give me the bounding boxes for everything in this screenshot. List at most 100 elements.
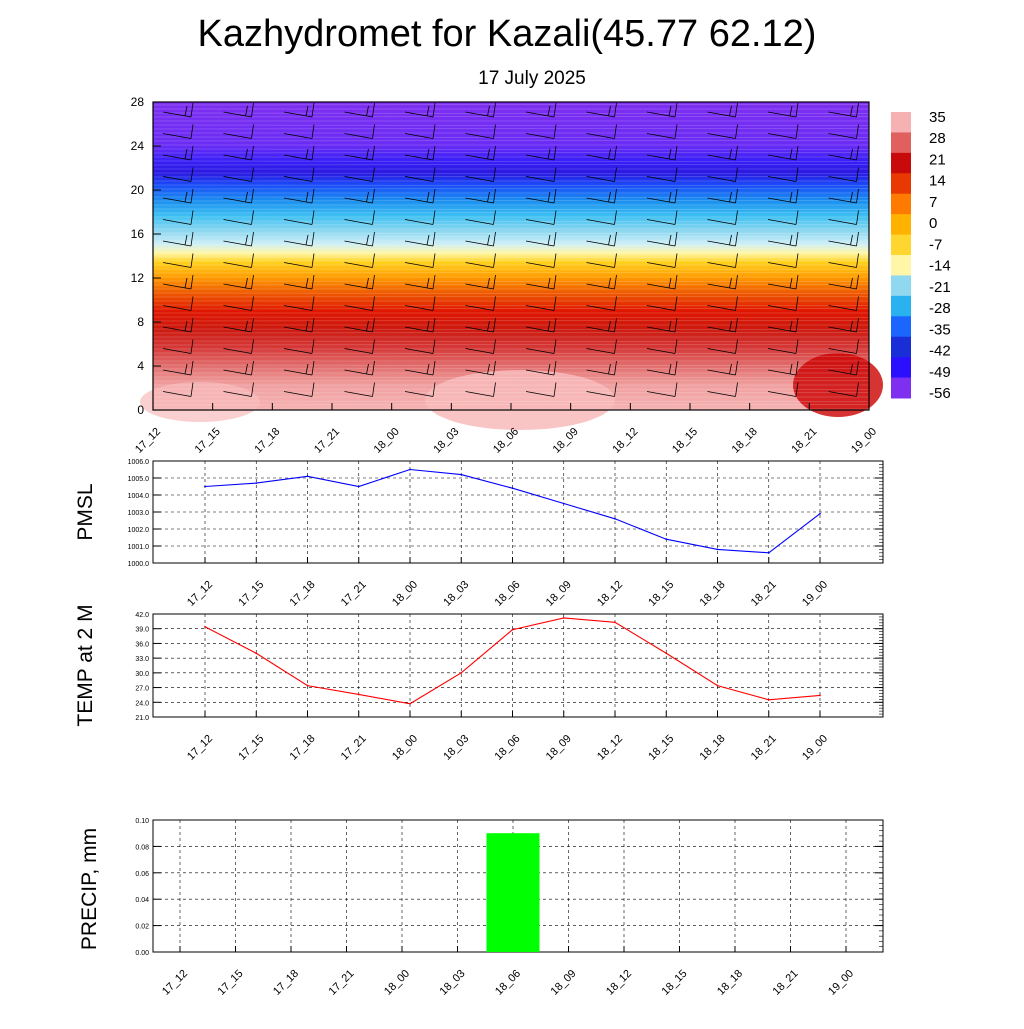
colorbar-label: 35: [929, 109, 946, 126]
data-point: [716, 684, 719, 687]
y-tick-label: 1005.0: [128, 476, 150, 483]
wind-barb: [162, 317, 194, 333]
wind-barb: [465, 296, 496, 311]
wind-barb: [525, 339, 557, 354]
wind-barb: [283, 382, 315, 397]
data-point: [665, 652, 668, 655]
colorbar-swatch: [891, 132, 911, 154]
wind-barb: [465, 167, 496, 182]
wind-barb: [465, 188, 496, 204]
contour-line: [152, 200, 870, 202]
pmsl-panel: 1000.0 1001.0 1002.0 1003.0 1004.0 1005.0 1006…: [74, 459, 884, 609]
y-tick-label: 16: [131, 227, 145, 241]
wind-barb: [344, 124, 375, 139]
contour-line: [152, 112, 870, 114]
wind-barb: [707, 102, 738, 118]
contour-line: [152, 212, 870, 214]
y-tick-label: 0: [137, 403, 144, 417]
contour-line: [152, 328, 870, 330]
y-tick-label: 27.0: [135, 686, 149, 693]
wind-barb: [586, 124, 617, 139]
wind-barb: [767, 102, 799, 118]
data-point: [511, 487, 514, 490]
wind-barb: [465, 253, 496, 268]
wind-barb: [465, 102, 496, 118]
wind-barb: [465, 317, 496, 333]
wind-barb: [344, 360, 375, 376]
contour-line: [152, 308, 870, 310]
wind-barb: [344, 339, 375, 354]
colorbar-swatch: [891, 152, 911, 174]
wind-barb: [767, 167, 799, 182]
data-point: [562, 502, 565, 505]
wind-barb: [828, 253, 859, 268]
x-tick-label: 18_18: [730, 426, 760, 456]
wind-barb: [707, 231, 738, 247]
x-tick-label: 18_15: [646, 579, 676, 609]
colorbar-label: -28: [929, 300, 951, 317]
wind-barb: [344, 382, 375, 397]
wind-barb: [707, 167, 738, 182]
wind-barb: [283, 360, 315, 376]
wind-barb: [344, 274, 375, 290]
x-tick-label: 17_15: [216, 968, 246, 998]
y-tick-label: 39.0: [135, 627, 149, 634]
wind-barb: [283, 102, 315, 118]
colorbar-label: 21: [929, 151, 946, 168]
wind-barb: [707, 317, 738, 333]
contour-line: [152, 164, 870, 166]
data-point: [819, 694, 821, 697]
cross-section-panel: 0 4 8 12 16 20 24 28 17_12 17_15 17_18 17_21 18_00 18…: [131, 95, 883, 456]
data-point: [460, 473, 463, 476]
wind-barb: [707, 145, 738, 161]
wind-barb: [283, 231, 315, 247]
y-tick-label: 0.10: [135, 818, 149, 825]
x-tick-label: 19_00: [800, 579, 830, 609]
wind-barb: [646, 317, 678, 333]
wind-barb: [707, 253, 738, 268]
colorbar-swatch: [891, 316, 911, 338]
x-tick-label: 17_18: [252, 426, 282, 456]
wind-barb: [162, 124, 194, 139]
x-tick-label: 17_18: [288, 733, 318, 763]
contour-line: [152, 292, 870, 294]
y-tick-label: 21.0: [135, 715, 149, 722]
y-tick-label: 1000.0: [128, 561, 150, 568]
x-tick-label: 17_18: [271, 968, 301, 998]
wind-barb: [223, 167, 254, 182]
wind-barb: [707, 188, 738, 204]
wind-barb: [404, 231, 436, 247]
x-tick-label: 19_00: [849, 426, 879, 456]
wind-barb: [767, 145, 799, 161]
wind-barb: [586, 339, 617, 354]
colorbar: 35 28 21 14 7 0 -7 -14 -21 -28 -35 -42 -49 -56: [891, 109, 951, 402]
colorbar-swatch: [891, 234, 911, 256]
y-tick-label: 1001.0: [128, 544, 150, 551]
contour-line: [152, 272, 870, 274]
data-point: [511, 628, 514, 631]
y-tick-label: 36.0: [135, 641, 149, 648]
wind-barb: [767, 188, 799, 204]
x-tick-label: 18_00: [390, 579, 420, 609]
contour-line: [152, 376, 870, 378]
wind-barb: [707, 274, 738, 290]
wind-barb: [646, 188, 678, 204]
data-point: [819, 512, 821, 515]
x-tick-label: 18_09: [544, 733, 574, 763]
x-tick-label: 18_06: [493, 733, 523, 763]
data-point: [614, 517, 616, 520]
y-tick-label: 24.0: [135, 700, 149, 707]
wind-barb: [646, 274, 678, 290]
contour-line: [152, 296, 870, 298]
wind-barb: [525, 253, 557, 268]
contour-line: [152, 400, 870, 402]
wind-barb: [344, 253, 375, 268]
wind-barb: [404, 296, 436, 311]
wind-barb: [586, 296, 617, 311]
wind-barb: [223, 210, 254, 225]
x-tick-label: 17_12: [133, 426, 163, 456]
wind-barb: [344, 167, 375, 182]
wind-barb: [828, 382, 859, 397]
contour-line: [152, 388, 870, 390]
data-point: [255, 482, 258, 484]
